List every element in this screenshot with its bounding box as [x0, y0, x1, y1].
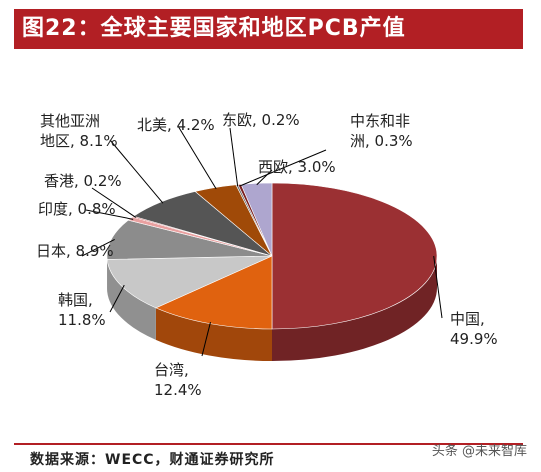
pie-label-line: 12.4%: [154, 381, 202, 399]
pie-label-line: 台湾,: [154, 361, 189, 379]
pie-label-line: 中国,: [450, 310, 485, 328]
pie-label-韩国: 韩国, 11.8%: [58, 291, 106, 329]
pie-label-印度: 印度, 0.8%: [38, 200, 116, 218]
watermark: 头条 @未来智库: [431, 444, 527, 459]
pie-label-中东和非洲: 中东和非洲, 0.3%: [350, 112, 413, 150]
pie-label-line: 洲, 0.3%: [350, 132, 413, 150]
leader-line-北美: [177, 125, 217, 190]
leader-line-韩国: [109, 284, 125, 313]
pie-slice-日本: [106, 219, 273, 260]
pie-label-北美: 北美, 4.2%: [137, 116, 215, 134]
pie-label-line: 地区, 8.1%: [40, 132, 118, 150]
pie-label-line: 11.8%: [58, 311, 106, 329]
chart-title: 图22：全球主要国家和地区PCB产值: [14, 9, 523, 49]
pie-leader-lines: [81, 125, 443, 357]
pie-side-中国: [272, 256, 437, 361]
pie-label-香港: 香港, 0.2%: [44, 172, 122, 190]
leader-line-东欧: [229, 127, 239, 187]
pie-label-line: 日本, 8.9%: [36, 242, 114, 260]
pie-label-台湾: 台湾, 12.4%: [154, 361, 202, 399]
pie-side-台湾: [155, 307, 272, 361]
pie-label-line: 其他亚洲: [40, 112, 100, 130]
pie-side-韩国: [107, 259, 156, 340]
bottom-rule: [14, 443, 523, 445]
pie-labels: 中国, 49.9% 台湾, 12.4% 韩国, 11.8% 日本, 8.9% 印度, 0.8%…: [36, 111, 498, 399]
pie-sides: [107, 256, 437, 361]
source-note: 数据来源：WECC，财通证券研究所: [30, 452, 275, 468]
leader-line-香港: [91, 187, 137, 218]
pie-label-line: 东欧, 0.2%: [222, 111, 300, 129]
pie-label-line: 印度, 0.8%: [38, 200, 116, 218]
leader-line-台湾: [201, 322, 211, 357]
pie-slice-台湾: [155, 255, 273, 330]
leader-line-其他亚洲地区: [109, 139, 164, 204]
pie-label-东欧: 东欧, 0.2%: [222, 111, 300, 129]
pie-label-日本: 日本, 8.9%: [36, 242, 114, 260]
pie-slice-韩国: [106, 255, 273, 309]
pie-label-line: 北美, 4.2%: [137, 116, 215, 134]
leader-line-日本: [81, 239, 115, 257]
pie-slice-西欧: [240, 182, 273, 257]
leader-line-印度: [85, 209, 134, 220]
pie-tops: [106, 182, 438, 330]
leader-line-中国: [433, 255, 443, 319]
pie-label-line: 49.9%: [450, 330, 498, 348]
pie-slice-中国: [271, 182, 438, 330]
pie-label-line: 韩国,: [58, 291, 93, 309]
pie-label-其他亚洲地区: 其他亚洲地区, 8.1%: [40, 112, 118, 150]
leader-line-西欧: [256, 169, 273, 186]
pie-label-line: 中东和非: [350, 112, 410, 130]
pie-label-line: 西欧, 3.0%: [258, 158, 336, 176]
leader-line-中东和非洲: [239, 149, 327, 187]
pie-label-西欧: 西欧, 3.0%: [258, 158, 336, 176]
pie-label-中国: 中国, 49.9%: [450, 310, 498, 348]
pie-label-line: 香港, 0.2%: [44, 172, 122, 190]
